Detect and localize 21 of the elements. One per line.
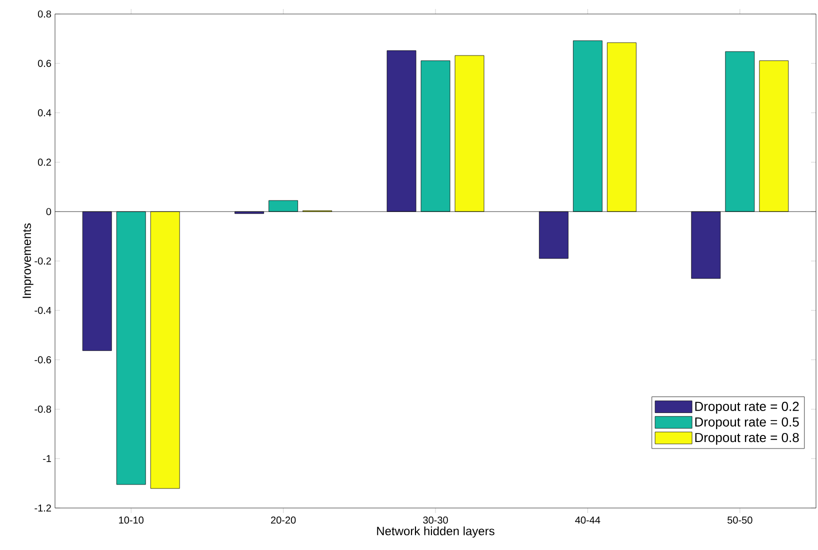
- x-tick-label: 40-44: [575, 516, 600, 524]
- legend-label: Dropout rate = 0.5: [695, 417, 799, 430]
- y-tick-label: 0: [46, 208, 52, 216]
- y-tick-label: 0.2: [38, 158, 51, 166]
- y-tick-label: 0.6: [38, 60, 52, 67]
- legend-label: Dropout rate = 0.2: [695, 402, 799, 414]
- y-tick-label: -1: [43, 455, 51, 462]
- x-axis-title: Network hidden layers: [377, 526, 494, 538]
- y-axis-title: Improvements: [22, 223, 34, 298]
- y-tick-label: -0.8: [34, 406, 52, 413]
- y-tick-label: 0.4: [38, 109, 52, 116]
- y-tick-label: -0.2: [34, 257, 51, 265]
- y-tick-label: 0.8: [38, 10, 52, 18]
- y-tick-label: -0.4: [34, 306, 52, 314]
- x-tick-label: 30-30: [423, 516, 448, 524]
- legend-label: Dropout rate = 0.8: [695, 432, 799, 445]
- x-tick-label: 20-20: [271, 516, 296, 524]
- y-tick-label: -0.6: [34, 356, 52, 364]
- x-tick-label: 10-10: [119, 516, 144, 524]
- y-tick-label: -1.2: [34, 504, 51, 512]
- x-tick-label: 50-50: [728, 516, 752, 524]
